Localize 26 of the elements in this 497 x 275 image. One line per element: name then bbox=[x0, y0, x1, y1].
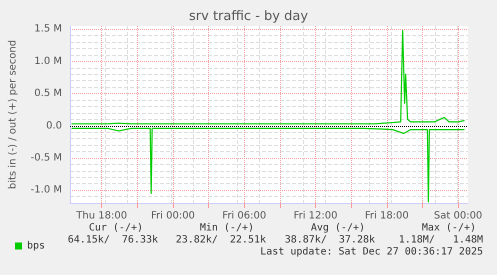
y-tick-label: -1.0 M bbox=[30, 184, 62, 196]
text: Last update: Sat Dec 27 00:36:17 2025 bbox=[260, 246, 484, 258]
y-tick-label: 0.5 M bbox=[34, 88, 62, 100]
y-axis-title: bits in (-) / out (+) per second bbox=[8, 40, 18, 190]
text: 64.15k/ 76.33k bbox=[68, 234, 158, 246]
text: Min (-/+) bbox=[200, 222, 254, 234]
x-tick-label: Sat 00:00 bbox=[434, 210, 482, 222]
line-series bbox=[71, 30, 465, 124]
x-tick-label: Fri 18:00 bbox=[364, 210, 409, 222]
y-tick-label: 1.0 M bbox=[34, 56, 62, 67]
text: Avg (-/+) bbox=[310, 222, 366, 234]
line-series bbox=[71, 128, 465, 202]
x-tick-label: Fri 06:00 bbox=[222, 210, 266, 222]
legend-label: bps bbox=[27, 240, 46, 252]
y-tick-label: 1.5 M bbox=[34, 24, 62, 35]
x-tick-label: Thu 18:00 bbox=[75, 210, 128, 222]
text: 1.18M/ 1.48M bbox=[398, 234, 484, 246]
x-tick-label: Fri 00:00 bbox=[151, 210, 195, 222]
text: 23.82k/ 22.51k bbox=[176, 234, 266, 246]
text: Cur (-/+) bbox=[88, 222, 144, 234]
y-tick-label: 0.0 bbox=[46, 120, 62, 132]
chart-title: srv traffic - by day bbox=[188, 9, 308, 24]
y-tick-label: -0.5 M bbox=[30, 152, 62, 164]
x-tick-label: Fri 12:00 bbox=[294, 210, 338, 222]
text: 38.87k/ 37.28k bbox=[284, 234, 376, 246]
text: Max (-/+) bbox=[422, 222, 476, 234]
